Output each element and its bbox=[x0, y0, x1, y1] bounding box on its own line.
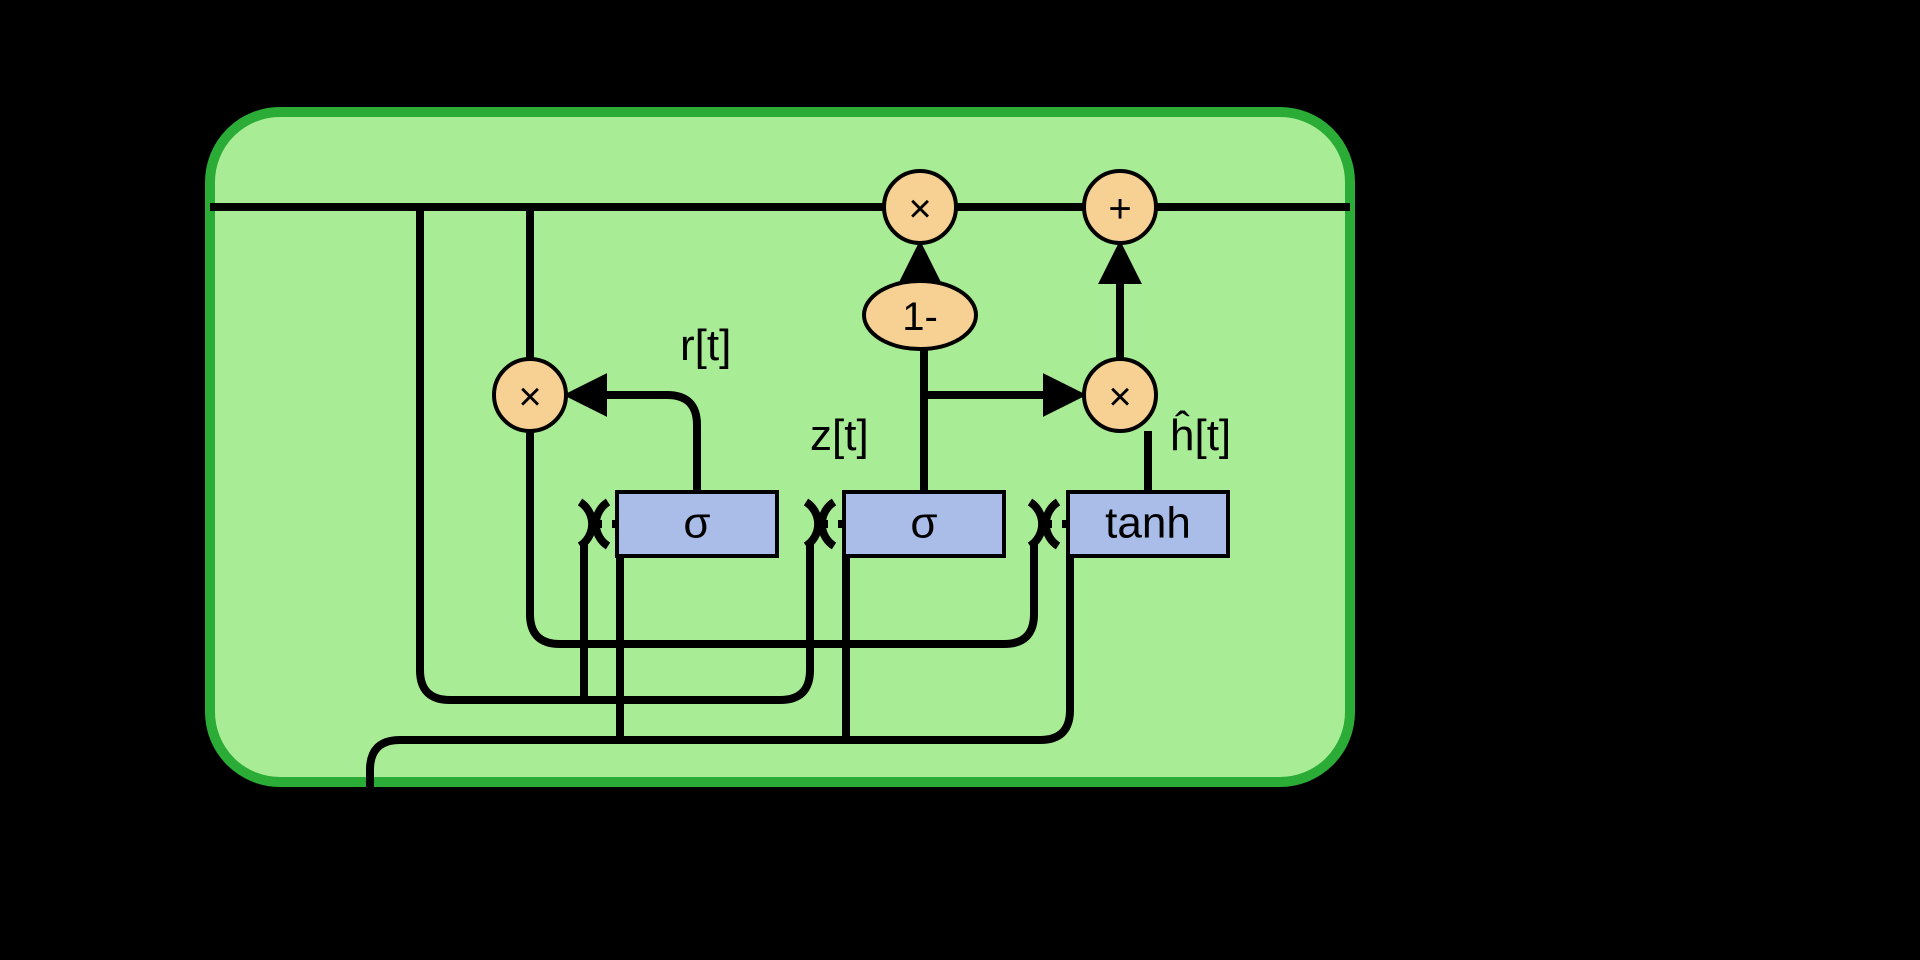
mul-r-label: × bbox=[518, 375, 541, 419]
mul-top-op: × bbox=[884, 171, 956, 243]
sigma-z-label: σ bbox=[910, 499, 937, 548]
tanh-label: tanh bbox=[1105, 499, 1191, 548]
mul-h-label: × bbox=[1108, 375, 1131, 419]
mul-h-op: × bbox=[1084, 359, 1156, 431]
mul-r-op: × bbox=[494, 359, 566, 431]
plus-op: + bbox=[1084, 171, 1156, 243]
sigma-z-gate: σ bbox=[844, 492, 1004, 556]
sigma-r-label: σ bbox=[683, 499, 710, 548]
one-minus-label: 1- bbox=[902, 295, 938, 339]
label-z: z[t] bbox=[810, 411, 869, 460]
tanh-gate: tanh bbox=[1068, 492, 1228, 556]
label-r: r[t] bbox=[680, 321, 731, 370]
mul-top-label: × bbox=[908, 187, 931, 231]
one-minus-op: 1- bbox=[864, 281, 976, 349]
plus-label: + bbox=[1108, 187, 1131, 231]
label-h: ĥ[t] bbox=[1170, 409, 1231, 460]
sigma-r-gate: σ bbox=[617, 492, 777, 556]
